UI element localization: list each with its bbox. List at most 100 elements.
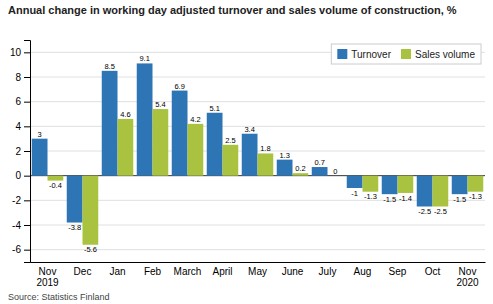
bar	[83, 176, 99, 245]
data-label: -2.5	[418, 207, 431, 216]
x-tick-label: June	[282, 266, 304, 277]
grid-line	[30, 249, 485, 250]
data-label: -1.3	[364, 192, 377, 201]
x-tick: Sep	[389, 266, 407, 277]
y-tick-label: -2	[12, 195, 21, 206]
y-tick-mark	[24, 151, 30, 152]
data-label: -1.5	[453, 195, 466, 204]
chart: Annual change in working day adjusted tu…	[0, 0, 493, 304]
x-tick: Feb	[144, 266, 162, 277]
data-label: 2.5	[225, 136, 235, 145]
x-tick: May	[248, 266, 267, 277]
grid	[30, 52, 485, 249]
x-tick-label: Nov2020	[456, 266, 479, 288]
data-label: 9.1	[139, 54, 149, 63]
title: Annual change in working day adjusted tu…	[8, 4, 457, 16]
y-tick-mark	[24, 250, 30, 251]
x-axis-line	[31, 262, 486, 263]
y-tick: 10	[10, 47, 30, 58]
bar	[347, 176, 363, 188]
data-label: 0.7	[314, 158, 324, 167]
x-tick-label: Nov2019	[36, 266, 59, 288]
bar	[242, 134, 258, 176]
y-tick-label: 10	[10, 47, 22, 58]
data-label: -3.8	[68, 223, 81, 232]
legend-frame	[331, 44, 481, 64]
y-tick-label: 0	[15, 170, 21, 181]
x-tick-label: Sep	[389, 266, 407, 277]
x-tick-label: March	[174, 266, 202, 277]
bar	[382, 176, 398, 195]
y-tick: -6	[12, 244, 30, 255]
y-tick-mark	[24, 102, 30, 103]
x-tick-label: July	[319, 266, 337, 277]
y-axis: -6 -4 -2 0 2 4 6 8 10	[10, 41, 31, 263]
x-tick-label: May	[248, 266, 267, 277]
data-label: 3	[38, 130, 42, 139]
bar	[293, 173, 309, 175]
y-tick: 4	[15, 121, 30, 132]
bar	[137, 63, 153, 175]
x-axis: Nov2019 Dec Jan Feb March April May June July Aug…	[31, 263, 486, 289]
data-label: 4.2	[190, 115, 200, 124]
bar	[258, 153, 274, 175]
x-tick: Oct	[425, 266, 441, 277]
x-tick: Nov2020	[456, 266, 479, 288]
y-tick-mark	[24, 225, 30, 226]
y-tick-mark	[24, 52, 30, 53]
data-label: -1.4	[399, 194, 412, 203]
x-tick-label: April	[212, 266, 232, 277]
series	[48, 109, 484, 245]
bar	[452, 176, 468, 195]
y-tick-label: -6	[12, 244, 21, 255]
data-label: 0.2	[295, 164, 305, 173]
y-tick-mark	[24, 200, 30, 201]
x-tick: June	[282, 266, 304, 277]
x-tick-label: Aug	[354, 266, 372, 277]
y-tick: 2	[15, 146, 30, 157]
data-label: 5.1	[209, 104, 219, 113]
y-tick-label: 6	[15, 96, 21, 107]
grid-line	[30, 126, 485, 127]
x-tick: Dec	[74, 266, 92, 277]
y-tick-label: -4	[12, 220, 21, 231]
x-tick-label: Jan	[109, 266, 125, 277]
data-label: -1	[351, 189, 358, 198]
data-label: 0	[333, 167, 337, 176]
legend-label: Turnover	[351, 49, 391, 60]
bar	[188, 124, 204, 176]
legend-swatch	[401, 49, 411, 59]
data-label: -5.6	[84, 245, 97, 254]
y-tick: -2	[12, 195, 30, 206]
bar	[48, 176, 64, 181]
data-label: 8.5	[104, 62, 114, 71]
x-tick-label: Feb	[144, 266, 162, 277]
x-tick: July	[319, 266, 337, 277]
legend-label: Sales volume	[415, 49, 475, 60]
x-tick: Jan	[109, 266, 125, 277]
bar	[172, 91, 188, 176]
x-tick-label: Dec	[74, 266, 92, 277]
y-tick: 6	[15, 96, 30, 107]
bar	[417, 176, 433, 207]
data-label: 3.4	[244, 125, 254, 134]
y-tick-mark	[24, 176, 30, 177]
data-label: -0.4	[49, 181, 62, 190]
bar	[102, 71, 118, 176]
grid-line	[30, 77, 485, 78]
y-axis-line	[24, 41, 31, 263]
y-tick: 0	[15, 170, 30, 181]
x-tick: April	[212, 266, 232, 277]
data-label: -2.5	[434, 207, 447, 216]
bar	[118, 119, 134, 176]
data-label: 6.9	[174, 82, 184, 91]
data-label: 5.4	[155, 100, 165, 109]
y-tick-label: 2	[15, 146, 21, 157]
bar	[468, 176, 484, 192]
bars	[32, 63, 484, 244]
bar	[223, 145, 239, 176]
x-tick-label: Oct	[425, 266, 441, 277]
grid-line	[30, 101, 485, 102]
y-tick: 8	[15, 72, 30, 83]
bar	[433, 176, 449, 207]
